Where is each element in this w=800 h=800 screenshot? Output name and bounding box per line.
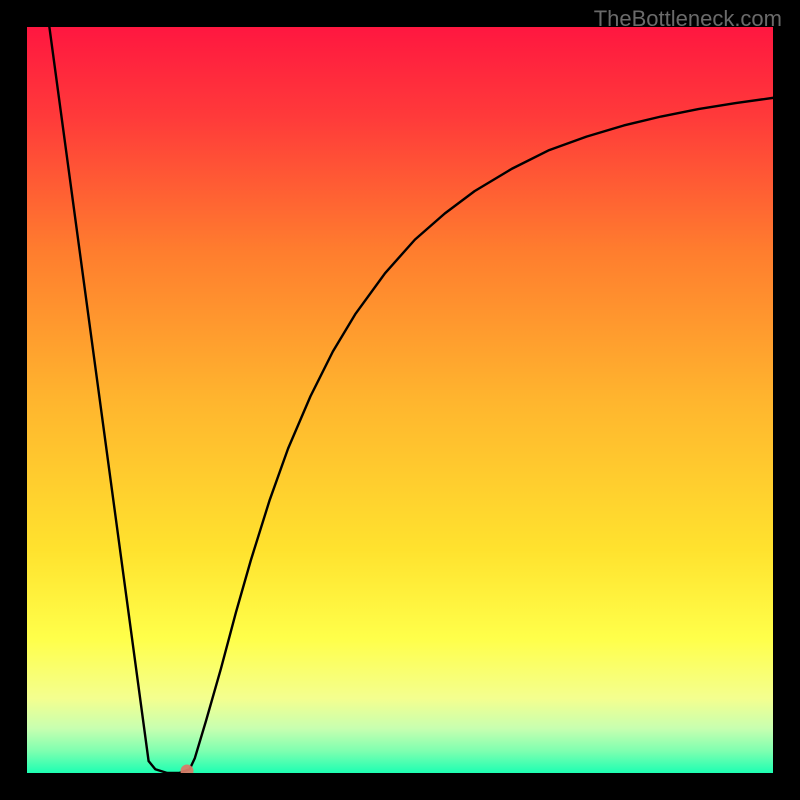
optimal-point-marker [181, 764, 194, 773]
watermark-text: TheBottleneck.com [594, 6, 782, 32]
bottleneck-curve [27, 27, 773, 773]
plot-area [27, 27, 773, 773]
curve-path [49, 27, 773, 773]
